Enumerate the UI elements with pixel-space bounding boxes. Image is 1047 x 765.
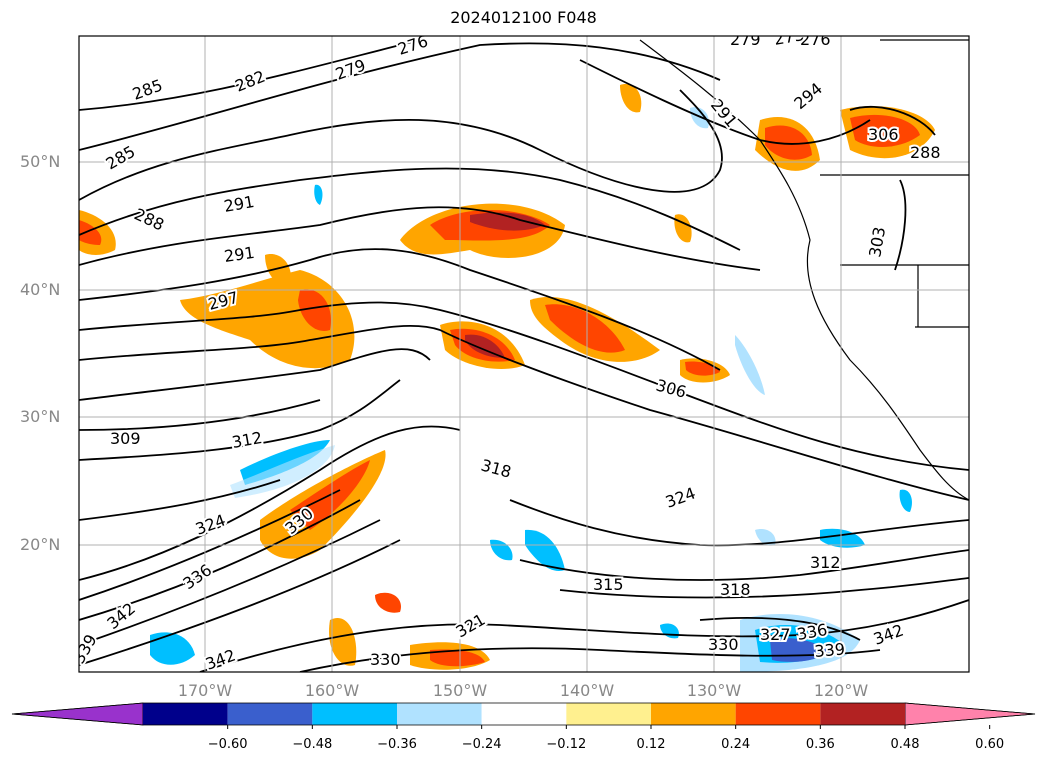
colorbar-tick-label: −0.24 bbox=[461, 737, 502, 752]
colorbar-cell bbox=[143, 703, 228, 725]
colorbar-extend-low bbox=[11, 702, 144, 726]
contour-label: 306 bbox=[868, 125, 899, 144]
contour-label: 330 bbox=[370, 650, 401, 669]
colorbar-tick-label: −0.12 bbox=[546, 737, 587, 752]
contour-label: 327 bbox=[760, 625, 791, 644]
contour-label: 276 bbox=[800, 30, 831, 49]
contour-label: 309 bbox=[110, 429, 141, 448]
colorbar-cell bbox=[735, 703, 821, 725]
lat-label: 40°N bbox=[20, 280, 61, 299]
contour-label: 315 bbox=[593, 575, 624, 594]
colorbar-tick-label: 0.12 bbox=[636, 737, 666, 752]
colorbar-cell bbox=[312, 703, 397, 725]
lon-label: 150°W bbox=[432, 681, 488, 700]
colorbar-tick-label: −0.60 bbox=[207, 737, 248, 752]
colorbar-cell bbox=[820, 703, 905, 725]
colorbar-tick-label: 0.36 bbox=[805, 737, 835, 752]
lon-label: 160°W bbox=[304, 681, 360, 700]
contour-label: 288 bbox=[910, 143, 941, 162]
lat-label: 30°N bbox=[20, 407, 61, 426]
lon-label: 140°W bbox=[559, 681, 615, 700]
coastlines bbox=[639, 39, 969, 501]
lat-label: 20°N bbox=[20, 535, 61, 554]
colorbar-tick-label: 0.60 bbox=[975, 737, 1005, 752]
colorbar-tick-label: 0.48 bbox=[890, 737, 920, 752]
lon-label: 170°W bbox=[177, 681, 233, 700]
map-title: 2024012100 F048 bbox=[450, 8, 597, 27]
lon-label: 130°W bbox=[686, 681, 742, 700]
contour-label: 318 bbox=[720, 580, 751, 599]
colorbar-tick-label: −0.48 bbox=[292, 737, 333, 752]
contour-label: 279 bbox=[730, 30, 761, 49]
colorbar-tick-label: −0.36 bbox=[377, 737, 417, 752]
contour-label: 312 bbox=[810, 553, 841, 572]
colorbar-cell bbox=[566, 703, 651, 725]
contour-label: 330 bbox=[708, 635, 739, 654]
gridlines bbox=[79, 36, 969, 672]
colorbar-cell bbox=[227, 703, 313, 725]
contour-label: 339 bbox=[814, 639, 846, 661]
colorbar-extend-high bbox=[904, 702, 1036, 726]
plot-frame bbox=[78, 35, 970, 673]
colorbar-cell bbox=[397, 703, 482, 725]
colorbar-cell bbox=[651, 703, 736, 725]
colorbar-cell bbox=[481, 703, 567, 725]
lat-label: 50°N bbox=[20, 152, 61, 171]
lon-label: 120°W bbox=[813, 681, 869, 700]
colorbar-tick-label: 0.24 bbox=[721, 737, 751, 752]
